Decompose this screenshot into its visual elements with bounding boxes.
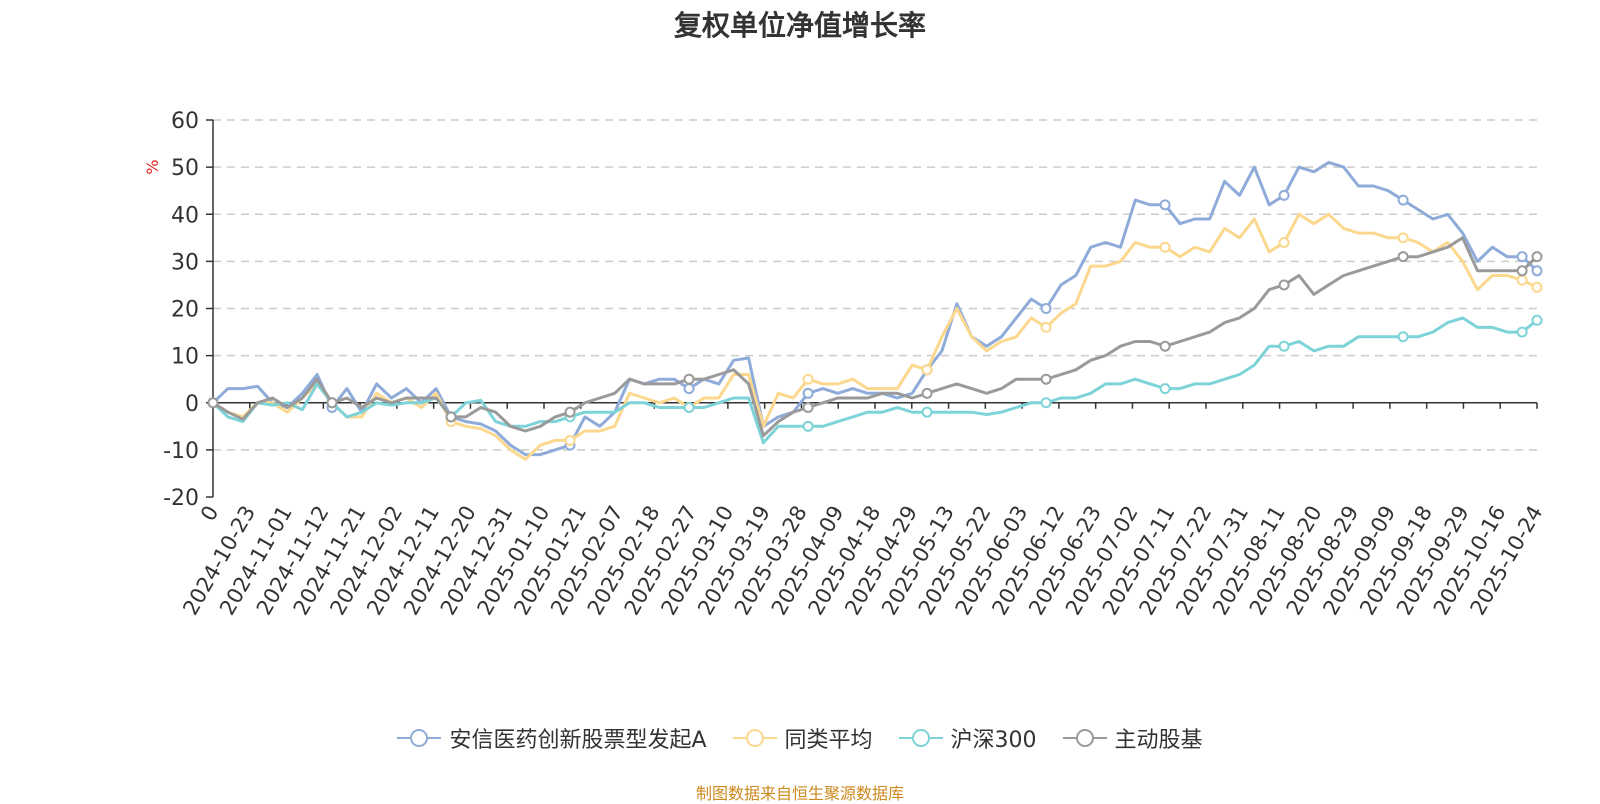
grid-lines <box>213 119 1537 451</box>
legend: 安信医药创新股票型发起A 同类平均 沪深300 主动股基 <box>0 722 1600 754</box>
series-marker <box>1278 340 1290 352</box>
series-marker <box>1516 326 1528 338</box>
chart-title: 复权单位净值增长率 <box>673 9 926 42</box>
series-marker <box>326 397 338 409</box>
series-marker <box>1531 251 1543 263</box>
series-marker <box>802 401 814 413</box>
series-marker <box>1531 265 1543 277</box>
y-tick-label: 20 <box>171 298 199 323</box>
series-marker <box>683 383 695 395</box>
series-marker <box>921 387 933 399</box>
legend-item[interactable]: 沪深300 <box>898 722 1037 754</box>
y-axis-label: % <box>143 160 162 175</box>
series-marker <box>1159 199 1171 211</box>
series-line-1 <box>212 212 1538 461</box>
series-marker <box>1516 265 1528 277</box>
series-marker <box>1397 194 1409 206</box>
y-tick-label: 30 <box>171 250 199 275</box>
series-marker <box>1397 251 1409 263</box>
series-marker <box>1040 303 1052 314</box>
legend-label: 沪深300 <box>950 728 1037 753</box>
source-note: 制图数据来自恒生聚源数据库 <box>695 784 904 803</box>
y-tick-label: 50 <box>171 156 199 181</box>
series-marker <box>683 373 695 385</box>
y-tick-label: 0 <box>185 392 199 417</box>
axis-labels: -20-100102030405060%02024-10-232024-11-0… <box>143 109 1547 619</box>
legend-swatch-icon <box>732 729 777 747</box>
y-tick-label: -10 <box>163 439 199 464</box>
series-marker <box>802 373 814 385</box>
legend-item[interactable]: 同类平均 <box>732 722 873 754</box>
series-marker <box>1040 373 1052 385</box>
y-tick-label: 40 <box>171 203 199 228</box>
legend-label: 安信医药创新股票型发起A <box>449 728 707 753</box>
series-marker <box>564 406 576 418</box>
series-marker <box>564 434 576 446</box>
series-marker <box>1278 189 1290 201</box>
legend-swatch-icon <box>397 729 442 747</box>
series-marker <box>1397 232 1409 244</box>
y-tick-label: 60 <box>171 109 199 134</box>
series-marker <box>1040 321 1052 333</box>
series-marker <box>1531 281 1543 293</box>
legend-item[interactable]: 主动股基 <box>1062 722 1203 754</box>
series-marker <box>1040 397 1052 409</box>
x-tick-label: 0 <box>196 502 223 526</box>
series-marker <box>1159 241 1171 253</box>
series-line-0 <box>211 160 1539 457</box>
series-line-2 <box>211 316 1538 445</box>
series-marker <box>207 397 219 409</box>
series-marker <box>683 401 695 413</box>
y-tick-label: -20 <box>163 486 199 511</box>
series-marker <box>1516 274 1528 286</box>
series-marker <box>921 364 933 376</box>
legend-label: 主动股基 <box>1114 728 1203 753</box>
series-marker <box>802 420 814 432</box>
series-marker <box>1516 251 1528 263</box>
series-marker <box>1159 340 1171 352</box>
line-chart: -20-100102030405060%02024-10-232024-11-0… <box>143 109 1547 619</box>
series-marker <box>1278 279 1290 291</box>
series-line-3 <box>212 236 1539 438</box>
legend-item[interactable]: 安信医药创新股票型发起A <box>397 722 707 754</box>
series-lines <box>207 160 1543 461</box>
y-tick-label: 10 <box>171 345 199 370</box>
series-marker <box>1397 331 1409 343</box>
series-marker <box>802 387 814 399</box>
series-marker <box>445 411 457 423</box>
series-marker <box>1531 314 1543 326</box>
legend-label: 同类平均 <box>784 728 873 753</box>
series-marker <box>1159 383 1171 395</box>
series-marker <box>921 406 933 418</box>
series-marker <box>1278 237 1290 249</box>
legend-swatch-icon <box>1062 729 1107 747</box>
legend-swatch-icon <box>898 729 943 747</box>
